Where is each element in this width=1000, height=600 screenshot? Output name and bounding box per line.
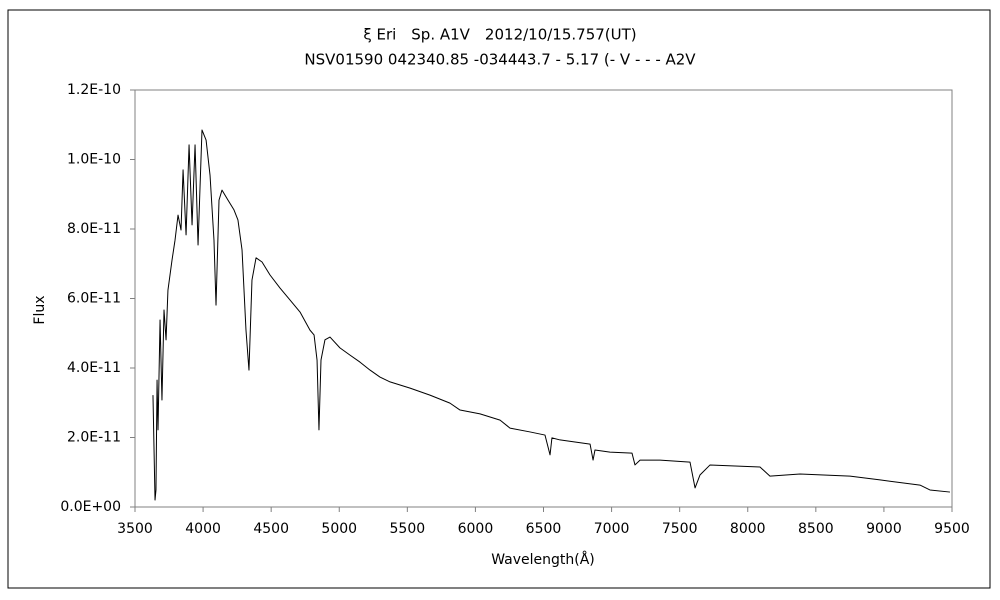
x-tick-label: 7500	[662, 521, 698, 537]
y-axis-label: Flux	[32, 295, 48, 324]
x-tick-label: 8500	[798, 521, 834, 537]
y-tick-label: 1.0E-10	[67, 152, 121, 168]
chart-title: ξ Eri Sp. A1V 2012/10/15.757(UT)	[363, 26, 636, 44]
x-tick-label: 6000	[458, 521, 494, 537]
spectrum-line	[152, 129, 951, 501]
x-axis-label: Wavelength(Å)	[491, 551, 595, 568]
y-tick-label: 4.0E-11	[67, 360, 121, 376]
y-tick-label: 2.0E-11	[67, 430, 121, 446]
x-tick-label: 7000	[594, 521, 630, 537]
x-tick-label: 4000	[185, 521, 221, 537]
x-tick-label: 5000	[321, 521, 357, 537]
x-tick-label: 9500	[934, 521, 970, 537]
x-tick-label: 5500	[390, 521, 426, 537]
x-tick-label: 9000	[866, 521, 902, 537]
x-tick-label: 4500	[253, 521, 289, 537]
y-tick-label: 8.0E-11	[67, 221, 121, 237]
chart-subtitle: NSV01590 042340.85 -034443.7 - 5.17 (- V…	[304, 51, 696, 69]
y-tick-label: 1.2E-10	[67, 82, 121, 98]
y-tick-label: 6.0E-11	[67, 291, 121, 307]
x-tick-label: 8000	[730, 521, 766, 537]
y-tick-label: 0.0E+00	[60, 499, 121, 515]
plot-area	[134, 89, 953, 508]
x-tick-label: 6500	[526, 521, 562, 537]
x-tick-label: 3500	[117, 521, 153, 537]
